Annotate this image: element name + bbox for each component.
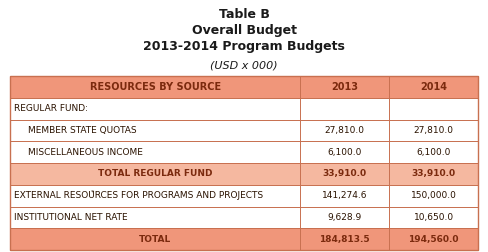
Text: 141,274.6: 141,274.6 bbox=[322, 191, 367, 200]
Text: 150,000.0: 150,000.0 bbox=[410, 191, 456, 200]
Text: 184,813.5: 184,813.5 bbox=[319, 235, 370, 244]
Text: 2013: 2013 bbox=[331, 82, 358, 92]
Text: 2013-2014 Program Budgets: 2013-2014 Program Budgets bbox=[143, 40, 345, 53]
Text: MISCELLANEOUS INCOME: MISCELLANEOUS INCOME bbox=[28, 148, 143, 157]
Bar bbox=[10, 119, 478, 141]
Bar bbox=[10, 163, 478, 185]
Text: REGULAR FUND:: REGULAR FUND: bbox=[14, 104, 88, 113]
Bar bbox=[10, 206, 478, 228]
Text: 33,910.0: 33,910.0 bbox=[323, 169, 366, 178]
Bar bbox=[10, 98, 478, 119]
Text: 2014: 2014 bbox=[420, 82, 447, 92]
Text: RESOURCES BY SOURCE: RESOURCES BY SOURCE bbox=[89, 82, 221, 92]
Text: TOTAL REGULAR FUND: TOTAL REGULAR FUND bbox=[98, 169, 212, 178]
Text: (USD x 000): (USD x 000) bbox=[210, 60, 278, 70]
Text: 9,628.9: 9,628.9 bbox=[327, 213, 362, 222]
Text: 194,560.0: 194,560.0 bbox=[408, 235, 459, 244]
Text: Overall Budget: Overall Budget bbox=[191, 24, 297, 37]
Text: 6,100.0: 6,100.0 bbox=[416, 148, 451, 157]
Bar bbox=[10, 141, 478, 163]
Text: EXTERNAL RESOURCES FOR PROGRAMS AND PROJECTS: EXTERNAL RESOURCES FOR PROGRAMS AND PROJ… bbox=[14, 191, 263, 200]
Text: 6,100.0: 6,100.0 bbox=[327, 148, 362, 157]
Text: INSTITUTIONAL NET RATE: INSTITUTIONAL NET RATE bbox=[14, 213, 128, 222]
Text: 27,810.0: 27,810.0 bbox=[325, 126, 365, 135]
Bar bbox=[10, 76, 478, 250]
Text: 27,810.0: 27,810.0 bbox=[413, 126, 453, 135]
Text: 33,910.0: 33,910.0 bbox=[411, 169, 456, 178]
Bar bbox=[10, 185, 478, 206]
Bar bbox=[10, 228, 478, 250]
Text: Table B: Table B bbox=[219, 8, 269, 21]
Text: TOTAL: TOTAL bbox=[139, 235, 171, 244]
Text: 10,650.0: 10,650.0 bbox=[413, 213, 454, 222]
Text: MEMBER STATE QUOTAS: MEMBER STATE QUOTAS bbox=[28, 126, 137, 135]
Bar bbox=[10, 76, 478, 98]
Text: *: * bbox=[91, 189, 94, 194]
